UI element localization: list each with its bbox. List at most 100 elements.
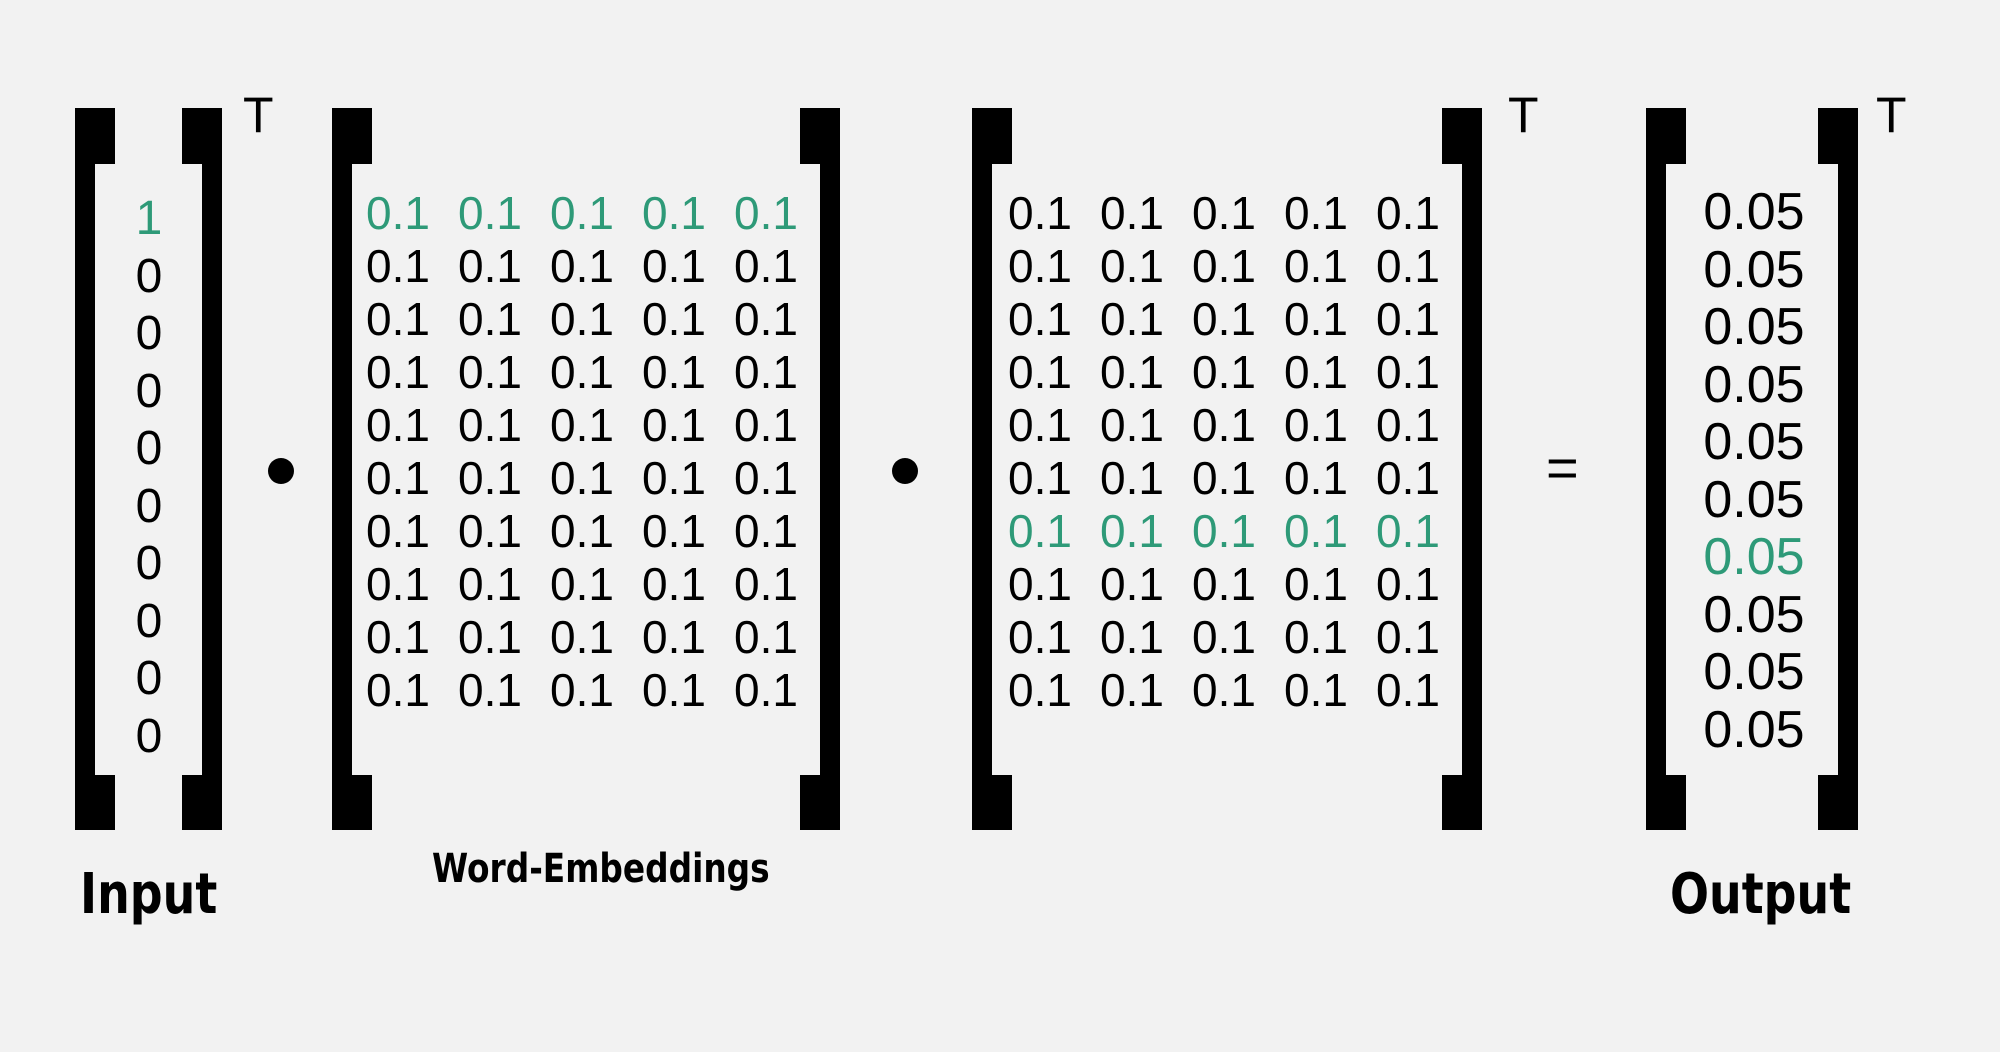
context-cell: 0.1: [1192, 293, 1256, 345]
embeddings-cell: 0.1: [642, 293, 706, 345]
context-row: 0.1 0.1 0.1 0.1 0.1: [1008, 240, 1468, 293]
embeddings-cell: 0.1: [642, 505, 706, 557]
embeddings-cell: 0.1: [366, 346, 430, 398]
context-row: 0.1 0.1 0.1 0.1 0.1: [1008, 505, 1468, 558]
output-value: 0.05: [1703, 700, 1805, 759]
embeddings-bracket-right-foot: [800, 775, 840, 830]
context-bracket-left-foot: [972, 775, 1012, 830]
embeddings-label: Word-Embeddings: [432, 846, 770, 892]
input-bracket-left-foot: [75, 775, 115, 830]
context-row: 0.1 0.1 0.1 0.1 0.1: [1008, 399, 1468, 452]
embeddings-cell: 0.1: [642, 399, 706, 451]
output-transpose: T: [1876, 87, 1907, 143]
embeddings-cell: 0.1: [366, 452, 430, 504]
embeddings-cell: 0.1: [550, 452, 614, 504]
context-cell: 0.1: [1008, 611, 1072, 663]
context-cell: 0.1: [1284, 611, 1348, 663]
embeddings-cell: 0.1: [642, 558, 706, 610]
embeddings-row: 0.1 0.1 0.1 0.1 0.1: [366, 558, 826, 611]
context-cell: 0.1: [1100, 187, 1164, 239]
context-cell: 0.1: [1192, 240, 1256, 292]
embeddings-cell: 0.1: [366, 505, 430, 557]
embeddings-cell: 0.1: [366, 611, 430, 663]
context-cell: 0.1: [1284, 664, 1348, 716]
embeddings-cell: 0.1: [734, 664, 798, 716]
equals-operator: =: [1546, 436, 1579, 499]
context-row: 0.1 0.1 0.1 0.1 0.1: [1008, 558, 1468, 611]
context-row: 0.1 0.1 0.1 0.1 0.1: [1008, 346, 1468, 399]
context-cell: 0.1: [1008, 399, 1072, 451]
embeddings-cell: 0.1: [642, 611, 706, 663]
output-label: Output: [1670, 862, 1852, 927]
context-cell: 0.1: [1376, 240, 1440, 292]
context-cell: 0.1: [1284, 293, 1348, 345]
output-value: 0.05: [1703, 413, 1805, 471]
embeddings-cell: 0.1: [458, 293, 522, 345]
embeddings-values: 0.1 0.1 0.1 0.1 0.1 0.1 0.1 0.1 0.1 0.1 0.1 0.1 0.1 0…: [366, 187, 826, 717]
embeddings-cell: 0.1: [458, 399, 522, 451]
embeddings-row: 0.1 0.1 0.1 0.1 0.1: [366, 187, 826, 240]
input-label: Input: [80, 862, 218, 927]
context-cell: 0.1: [1284, 240, 1348, 292]
embeddings-cell: 0.1: [366, 187, 430, 239]
embeddings-row: 0.1 0.1 0.1 0.1 0.1: [366, 664, 826, 717]
input-bracket-right-foot: [182, 775, 222, 830]
dot-operator-2: [892, 458, 918, 484]
embeddings-bracket-right-bar: [820, 108, 840, 830]
context-cell: 0.1: [1284, 187, 1348, 239]
embeddings-cell: 0.1: [550, 346, 614, 398]
context-cell: 0.1: [1284, 558, 1348, 610]
embeddings-cell: 0.1: [734, 558, 798, 610]
embeddings-cell: 0.1: [550, 558, 614, 610]
embeddings-cell: 0.1: [366, 399, 430, 451]
embeddings-cell: 0.1: [366, 558, 430, 610]
context-cell: 0.1: [1192, 452, 1256, 504]
input-value: 0: [135, 594, 163, 648]
embeddings-cell: 0.1: [734, 505, 798, 557]
embeddings-cell: 0.1: [734, 611, 798, 663]
context-cell: 0.1: [1100, 664, 1164, 716]
context-cell: 0.1: [1192, 399, 1256, 451]
context-cell: 0.1: [1376, 505, 1440, 557]
embeddings-cell: 0.1: [458, 240, 522, 292]
embeddings-cell: 0.1: [734, 240, 798, 292]
context-cell: 0.1: [1284, 399, 1348, 451]
input-bracket-left-bar: [75, 108, 95, 830]
embeddings-cell: 0.1: [734, 293, 798, 345]
output-values: 0.05 0.05 0.05 0.05 0.05 0.05 0.05 0.05 0.05 0.05: [1692, 183, 1816, 759]
context-cell: 0.1: [1100, 452, 1164, 504]
input-value: 0: [135, 364, 163, 418]
input-value: 0: [135, 652, 163, 705]
embeddings-cell: 0.1: [458, 558, 522, 610]
embeddings-cell: 0.1: [642, 240, 706, 292]
context-cell: 0.1: [1008, 346, 1072, 398]
embeddings-cell: 0.1: [458, 346, 522, 398]
context-cell: 0.1: [1100, 240, 1164, 292]
embeddings-row: 0.1 0.1 0.1 0.1 0.1: [366, 240, 826, 293]
embeddings-cell: 0.1: [550, 293, 614, 345]
embeddings-cell: 0.1: [550, 664, 614, 716]
context-cell: 0.1: [1008, 240, 1072, 292]
context-cell: 0.1: [1192, 346, 1256, 398]
embeddings-bracket-left-bar: [332, 108, 352, 830]
output-bracket-right-bar: [1838, 108, 1858, 830]
context-row: 0.1 0.1 0.1 0.1 0.1: [1008, 664, 1468, 717]
output-bracket-left-foot: [1646, 775, 1686, 830]
embeddings-row: 0.1 0.1 0.1 0.1 0.1: [366, 346, 826, 399]
output-bracket-right-foot: [1818, 775, 1858, 830]
context-cell: 0.1: [1100, 399, 1164, 451]
embeddings-cell: 0.1: [642, 664, 706, 716]
embeddings-cell: 0.1: [366, 664, 430, 716]
input-value: 1: [135, 192, 163, 245]
context-cell: 0.1: [1008, 558, 1072, 610]
embeddings-cell: 0.1: [550, 505, 614, 557]
input-value: 0: [135, 249, 163, 303]
context-cell: 0.1: [1376, 346, 1440, 398]
context-cell: 0.1: [1008, 505, 1072, 557]
context-row: 0.1 0.1 0.1 0.1 0.1: [1008, 187, 1468, 240]
embeddings-cell: 0.1: [734, 346, 798, 398]
context-cell: 0.1: [1284, 452, 1348, 504]
context-bracket-right-bar: [1462, 108, 1482, 830]
output-value: 0.05: [1703, 355, 1805, 414]
